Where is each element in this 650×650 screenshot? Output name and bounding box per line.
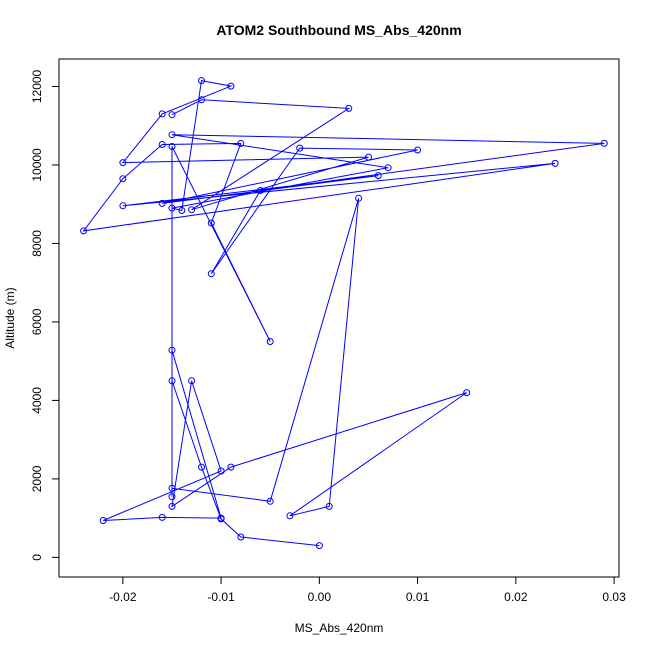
- y-axis-label: Altitude (m): [3, 287, 17, 348]
- x-tick-label: 0.01: [406, 590, 430, 604]
- data-point: [119, 202, 127, 210]
- data-point: [227, 82, 235, 90]
- data-point: [374, 172, 382, 180]
- data-point: [158, 110, 166, 118]
- data-point: [99, 517, 107, 524]
- data-point: [168, 111, 176, 119]
- data-point: [256, 187, 264, 194]
- y-tick-label: 10000: [30, 148, 44, 182]
- data-point: [315, 542, 323, 550]
- data-point: [198, 463, 205, 471]
- data-point: [217, 467, 225, 475]
- data-point: [237, 139, 245, 147]
- data-point: [188, 206, 196, 214]
- data-point: [237, 533, 245, 541]
- y-tick-label: 4000: [30, 387, 44, 414]
- data-point: [217, 514, 225, 522]
- data-point: [325, 502, 333, 510]
- y-tick-label: 2000: [30, 465, 44, 492]
- y-tick-label: 8000: [30, 230, 44, 257]
- y-tick-label: 6000: [30, 308, 44, 335]
- data-point: [168, 346, 176, 354]
- x-tick-label: 0.02: [504, 590, 528, 604]
- data-point: [158, 513, 166, 521]
- data-point: [600, 139, 608, 147]
- data-point: [158, 199, 166, 207]
- x-tick-label: 0.00: [308, 590, 332, 604]
- data-point: [168, 484, 176, 492]
- series-line: [82, 80, 605, 547]
- x-axis-label: MS_Abs_420nm: [295, 621, 384, 635]
- x-tick-label: -0.01: [207, 590, 235, 604]
- data-point: [384, 164, 392, 172]
- data-point: [365, 153, 372, 161]
- data-point: [168, 377, 176, 385]
- data-point: [158, 141, 166, 148]
- data-point: [207, 270, 215, 278]
- x-axis: -0.02 -0.01 0.00 0.01 0.02 0.03: [109, 576, 626, 604]
- data-point: [296, 144, 304, 152]
- data-point: [119, 159, 127, 167]
- data-point: [168, 131, 176, 139]
- y-tick-label: 12000: [30, 69, 44, 103]
- data-point: [207, 219, 215, 227]
- x-tick-label: -0.02: [109, 590, 137, 604]
- data-point: [178, 207, 186, 214]
- data-point: [168, 493, 176, 501]
- data-point: [551, 159, 559, 167]
- data-point: [119, 175, 127, 183]
- data-point: [168, 502, 176, 510]
- data-point: [168, 204, 176, 212]
- data-point: [345, 104, 353, 112]
- data-point: [463, 389, 471, 397]
- data-points: [80, 77, 608, 550]
- data-point: [198, 77, 205, 85]
- data-point: [168, 143, 176, 150]
- data-point: [198, 96, 205, 104]
- data-point: [355, 194, 363, 202]
- data-point: [286, 512, 294, 520]
- data-point: [414, 146, 422, 154]
- chart-title: ATOM2 Southbound MS_Abs_420nm: [216, 22, 461, 38]
- data-point: [266, 338, 274, 345]
- data-point: [266, 497, 274, 505]
- y-tick-label: 0: [30, 554, 44, 561]
- x-tick-label: 0.03: [602, 590, 626, 604]
- data-point: [227, 463, 235, 471]
- data-point: [80, 227, 88, 235]
- y-axis: 0 2000 4000 6000 8000 10000 12000: [30, 69, 60, 561]
- data-point: [188, 377, 196, 385]
